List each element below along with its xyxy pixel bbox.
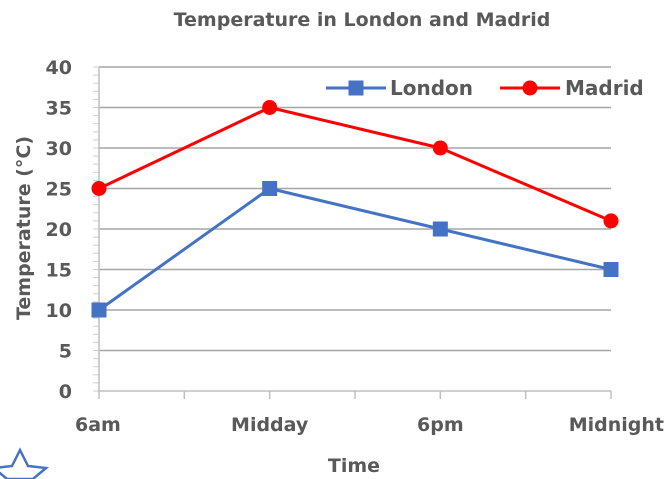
data-point [262, 181, 278, 196]
data-point [603, 262, 619, 277]
series-madrid [91, 100, 619, 229]
y-tick-labels: 0 5 10 15 20 25 30 35 40 [46, 57, 72, 403]
x-tick-label: Midnight [569, 414, 664, 436]
legend-marker [348, 80, 364, 96]
data-point [432, 221, 448, 237]
series-london [91, 181, 619, 318]
data-point [91, 181, 107, 196]
x-tick-label: 6am [75, 414, 121, 436]
y-tick-label: 25 [46, 179, 72, 201]
data-point [262, 100, 278, 115]
legend-marker [522, 80, 538, 96]
chart-title: Temperature in London and Madrid [174, 9, 551, 31]
star-outline-icon [0, 447, 50, 479]
y-tick-label: 10 [46, 300, 72, 322]
y-tick-label: 15 [46, 260, 72, 282]
y-tick-label: 35 [46, 98, 72, 120]
y-tick-label: 0 [59, 381, 72, 403]
x-tick-labels: 6am Midday 6pm Midnight [75, 414, 664, 436]
legend-label: Madrid [565, 76, 644, 100]
y-tick-label: 30 [46, 138, 72, 160]
series-line [98, 106, 612, 223]
x-axis-title: Time [328, 455, 380, 477]
legend: London Madrid [322, 71, 660, 105]
data-point [432, 140, 448, 156]
data-point [603, 213, 619, 229]
y-tick-label: 20 [46, 219, 72, 241]
series-line [98, 187, 612, 312]
series [91, 100, 619, 318]
x-tick-label: 6pm [417, 414, 464, 436]
y-axis-title: Temperature (°C) [13, 136, 35, 320]
legend-item-london: London [326, 76, 473, 100]
axes [93, 66, 612, 399]
data-point [91, 302, 107, 318]
y-tick-label: 40 [46, 57, 72, 79]
legend-item-madrid: Madrid [500, 76, 644, 100]
legend-label: London [390, 76, 473, 100]
y-tick-label: 5 [59, 341, 72, 363]
x-tick-label: Midday [231, 414, 309, 436]
